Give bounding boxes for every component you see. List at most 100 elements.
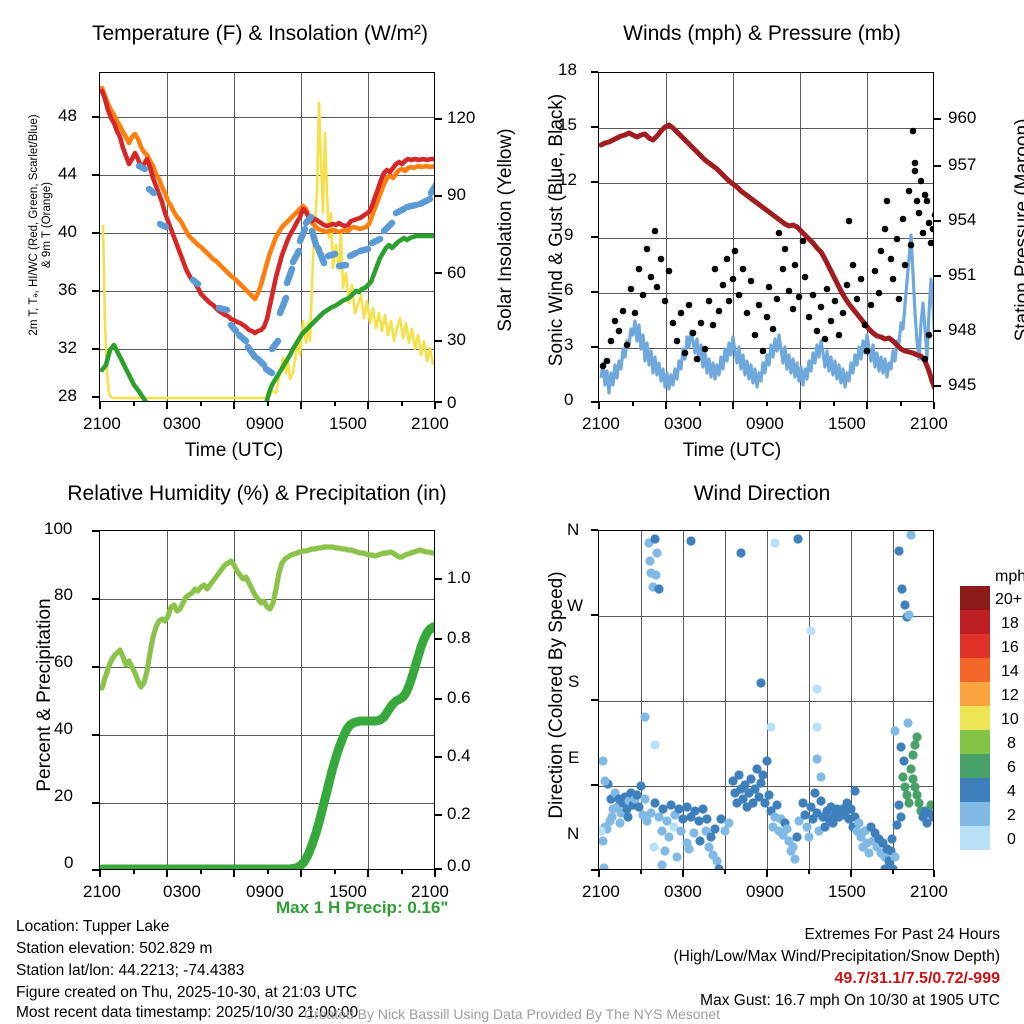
x-tickmark bbox=[200, 870, 202, 874]
y-axis-label-temperature: 2m T, Tₔ, HI/WC (Red, Green, Scarlet/Blu… bbox=[28, 60, 53, 390]
gridline bbox=[893, 531, 895, 869]
chart-title-winds: Winds (mph) & Pressure (mb) bbox=[623, 22, 901, 45]
y-tick-wind-direction: N bbox=[567, 520, 580, 539]
y-tickmark bbox=[92, 174, 99, 176]
x-tick-humidity: 0900 bbox=[246, 882, 284, 901]
y-tickmark-right bbox=[435, 195, 442, 197]
y-tickmark bbox=[92, 869, 99, 871]
y-axis-label-humidity: Percent & Precipitation bbox=[34, 598, 55, 792]
y-tickmark bbox=[591, 529, 598, 531]
x-tickmark bbox=[933, 870, 935, 877]
y-tickmark bbox=[591, 401, 598, 403]
colorbar-band bbox=[960, 682, 990, 706]
y-tick-precipitation: 0.0 bbox=[447, 856, 471, 875]
gridline bbox=[599, 183, 933, 185]
y-tick-wind-direction: S bbox=[568, 672, 580, 691]
y-tick-insolation: 0 bbox=[447, 393, 457, 412]
x-tick-humidity: 2100 bbox=[411, 882, 449, 901]
colorbar-label: 18 bbox=[1001, 615, 1019, 632]
x-tick-humidity: 0300 bbox=[163, 882, 201, 901]
y-tick-wind-direction: W bbox=[567, 596, 584, 615]
panel-humidity-precipitation: Relative Humidity (%) & Precipitation (i… bbox=[0, 460, 512, 930]
y-tick-humidity: 100 bbox=[44, 519, 73, 538]
y-tick-temperature: 44 bbox=[58, 164, 77, 183]
x-tickmark bbox=[166, 870, 168, 877]
gridline bbox=[167, 531, 169, 869]
y-tick-temperature: 40 bbox=[58, 222, 77, 241]
y-tick-winds: 15 bbox=[558, 115, 577, 134]
y-axis-label-temperature-line2: & 9m T (Orange) bbox=[40, 182, 53, 268]
y-tickmark bbox=[591, 71, 598, 73]
y-tick-winds: 3 bbox=[564, 335, 574, 354]
y-tick-winds: 18 bbox=[558, 60, 577, 79]
x-tick-wind-direction: 0300 bbox=[664, 882, 702, 901]
gridline bbox=[100, 667, 434, 669]
gridline bbox=[599, 238, 933, 240]
chart-title-humidity: Relative Humidity (%) & Precipitation (i… bbox=[67, 482, 447, 505]
x-tickmark bbox=[640, 870, 642, 874]
y-tick-temperature: 48 bbox=[58, 106, 77, 125]
x-tickmark bbox=[665, 402, 667, 409]
series-scatter-hiwc bbox=[135, 162, 434, 377]
x-tickmark bbox=[724, 870, 726, 874]
y-tickmark bbox=[92, 598, 99, 600]
x-tick-temperature: 0900 bbox=[246, 414, 284, 433]
max-gust: Max Gust: 16.7 mph On 10/30 at 1905 UTC bbox=[700, 992, 1000, 1009]
max-precip-note: Max 1 H Precip: 0.16" bbox=[276, 898, 449, 917]
y-tick-precipitation: 0.8 bbox=[447, 628, 471, 647]
x-axis-label-temperature: Time (UTC) bbox=[184, 440, 284, 461]
x-tickmark bbox=[367, 402, 369, 409]
series-line-dewpoint bbox=[100, 233, 434, 401]
gridline bbox=[599, 786, 933, 788]
y-tickmark-right bbox=[934, 220, 941, 222]
x-tickmark bbox=[133, 402, 135, 406]
y-tickmark bbox=[92, 290, 99, 292]
station-latlon: Station lat/lon: 44.2213; -74.4383 bbox=[16, 962, 245, 979]
x-tickmark bbox=[808, 870, 810, 874]
x-tickmark bbox=[434, 870, 436, 877]
x-tickmark bbox=[334, 402, 336, 406]
x-tickmark bbox=[799, 402, 801, 409]
series-line-temp2m bbox=[100, 88, 434, 336]
gridline bbox=[666, 73, 668, 401]
x-tickmark bbox=[367, 870, 369, 877]
y-tick-winds: 9 bbox=[564, 225, 574, 244]
y-tickmark-right bbox=[435, 340, 442, 342]
y-tickmark-right bbox=[934, 330, 941, 332]
figure-created: Figure created on Thu, 2025-10-30, at 21… bbox=[16, 984, 357, 1001]
y-tick-insolation: 90 bbox=[447, 185, 466, 204]
extremes-heading: Extremes For Past 24 Hours bbox=[804, 926, 1000, 943]
y-tickmark bbox=[591, 784, 598, 786]
gridline bbox=[100, 803, 434, 805]
x-tick-humidity: 1500 bbox=[329, 882, 367, 901]
colorbar-label: 2 bbox=[1007, 807, 1016, 824]
gridline bbox=[800, 73, 802, 401]
y-tick-pressure: 960 bbox=[948, 108, 977, 127]
colorbar-label: 4 bbox=[1007, 783, 1016, 800]
x-tickmark bbox=[833, 402, 835, 406]
x-tick-winds: 2100 bbox=[582, 414, 620, 433]
x-tickmark bbox=[682, 870, 684, 877]
x-tickmark bbox=[267, 870, 269, 874]
gridline bbox=[809, 531, 811, 869]
gridline bbox=[100, 349, 434, 351]
x-tickmark bbox=[233, 402, 235, 409]
x-tick-wind-direction: 2100 bbox=[910, 882, 948, 901]
y-tickmark bbox=[591, 346, 598, 348]
y-tickmark-right bbox=[934, 385, 941, 387]
colorbar-band bbox=[960, 826, 990, 850]
x-tick-temperature: 2100 bbox=[411, 414, 449, 433]
x-tickmark bbox=[200, 402, 202, 406]
y-axis-label-wind-direction: Direction (Colored By Speed) bbox=[546, 571, 567, 819]
y-tickmark-right bbox=[435, 698, 442, 700]
y-tickmark-right bbox=[934, 275, 941, 277]
x-tick-wind-direction: 1500 bbox=[828, 882, 866, 901]
x-tick-temperature: 2100 bbox=[83, 414, 121, 433]
y-tickmark bbox=[591, 614, 598, 616]
x-tickmark bbox=[766, 402, 768, 406]
series-humidity bbox=[100, 544, 434, 869]
x-tickmark bbox=[434, 402, 436, 409]
panel-winds-pressure: Winds (mph) & Pressure (mb) Sonic Wind &… bbox=[512, 0, 1024, 461]
gridline bbox=[234, 531, 236, 869]
